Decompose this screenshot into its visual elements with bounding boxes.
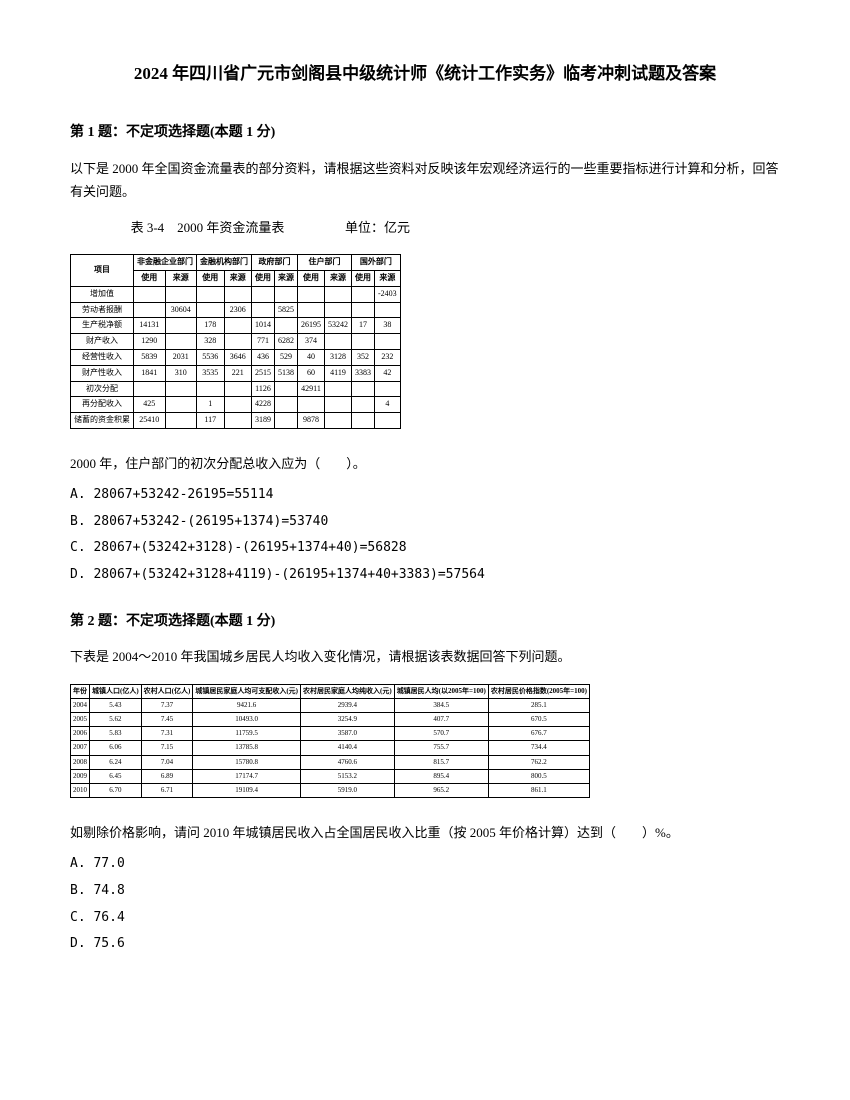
q1-option-c: C. 28067+(53242+3128)-(26195+1374+40)=56… — [70, 538, 780, 559]
q1-table-wrapper: 表 3-4 2000 年资金流量表 单位：亿元 项目 非金融企业部门 金融机构部… — [70, 218, 780, 429]
table-row: 20055.627.4510493.03254.9407.7670.5 — [71, 713, 590, 727]
table-row: 生产税净额14131178101426195532421738 — [71, 318, 401, 334]
q1-header: 第 1 题：不定项选择题(本题 1 分) — [70, 122, 780, 144]
q1-table-caption: 表 3-4 2000 年资金流量表 — [131, 218, 285, 239]
q2-option-c: C. 76.4 — [70, 908, 780, 929]
table-row: 20065.837.3111759.53587.0570.7676.7 — [71, 727, 590, 741]
document-title: 2024 年四川省广元市剑阁县中级统计师《统计工作实务》临考冲刺试题及答案 — [70, 60, 780, 87]
q1-sub-question: 2000 年，住户部门的初次分配总收入应为（ ）。 — [70, 454, 780, 475]
q2-option-b: B. 74.8 — [70, 881, 780, 902]
q1-table-unit: 单位：亿元 — [345, 218, 410, 239]
q1-data-table: 项目 非金融企业部门 金融机构部门 政府部门 住户部门 国外部门 使用 来源 使… — [70, 254, 401, 429]
table-row: 增加值-2403 — [71, 286, 401, 302]
q1-option-d: D. 28067+(53242+3128+4119)-(26195+1374+4… — [70, 565, 780, 586]
table-row: 劳动者报酬3060423065825 — [71, 302, 401, 318]
q2-option-d: D. 75.6 — [70, 934, 780, 955]
table-row: 20106.706.7119109.45919.0965.2861.1 — [71, 784, 590, 798]
q2-text: 下表是 2004～2010 年我国城乡居民人均收入变化情况，请根据该表数据回答下… — [70, 645, 780, 668]
table-row: 20045.437.379421.62939.4384.5285.1 — [71, 698, 590, 712]
q2-data-table: 年份 城镇人口(亿人) 农村人口(亿人) 城镇居民家庭人均可支配收入(元) 农村… — [70, 684, 590, 799]
table-header-row: 年份 城镇人口(亿人) 农村人口(亿人) 城镇居民家庭人均可支配收入(元) 农村… — [71, 684, 590, 698]
table-row: 财产性收入1841310353522125155138604119338342 — [71, 365, 401, 381]
q1-option-a: A. 28067+53242-26195=55114 — [70, 485, 780, 506]
q2-option-a: A. 77.0 — [70, 854, 780, 875]
table-row: 储蓄的资金积累2541011731899878 — [71, 413, 401, 429]
table-row: 20096.456.8917174.75153.2895.4800.5 — [71, 769, 590, 783]
q2-header: 第 2 题：不定项选择题(本题 1 分) — [70, 611, 780, 633]
table-row: 经营性收入5839203155363646436529403128352232 — [71, 349, 401, 365]
q2-sub-question: 如剔除价格影响，请问 2010 年城镇居民收入占全国居民收入比重（按 2005 … — [70, 823, 780, 844]
table-row: 再分配收入425142284 — [71, 397, 401, 413]
table-row: 初次分配112642911 — [71, 381, 401, 397]
table-row: 20076.067.1513785.84140.4755.7734.4 — [71, 741, 590, 755]
table-header-row: 项目 非金融企业部门 金融机构部门 政府部门 住户部门 国外部门 — [71, 255, 401, 271]
table-row: 20086.247.0415780.84760.6815.7762.2 — [71, 755, 590, 769]
q1-option-b: B. 28067+53242-(26195+1374)=53740 — [70, 512, 780, 533]
q1-text: 以下是 2000 年全国资金流量表的部分资料，请根据这些资料对反映该年宏观经济运… — [70, 157, 780, 204]
table-row: 财产收入12903287716282374 — [71, 334, 401, 350]
